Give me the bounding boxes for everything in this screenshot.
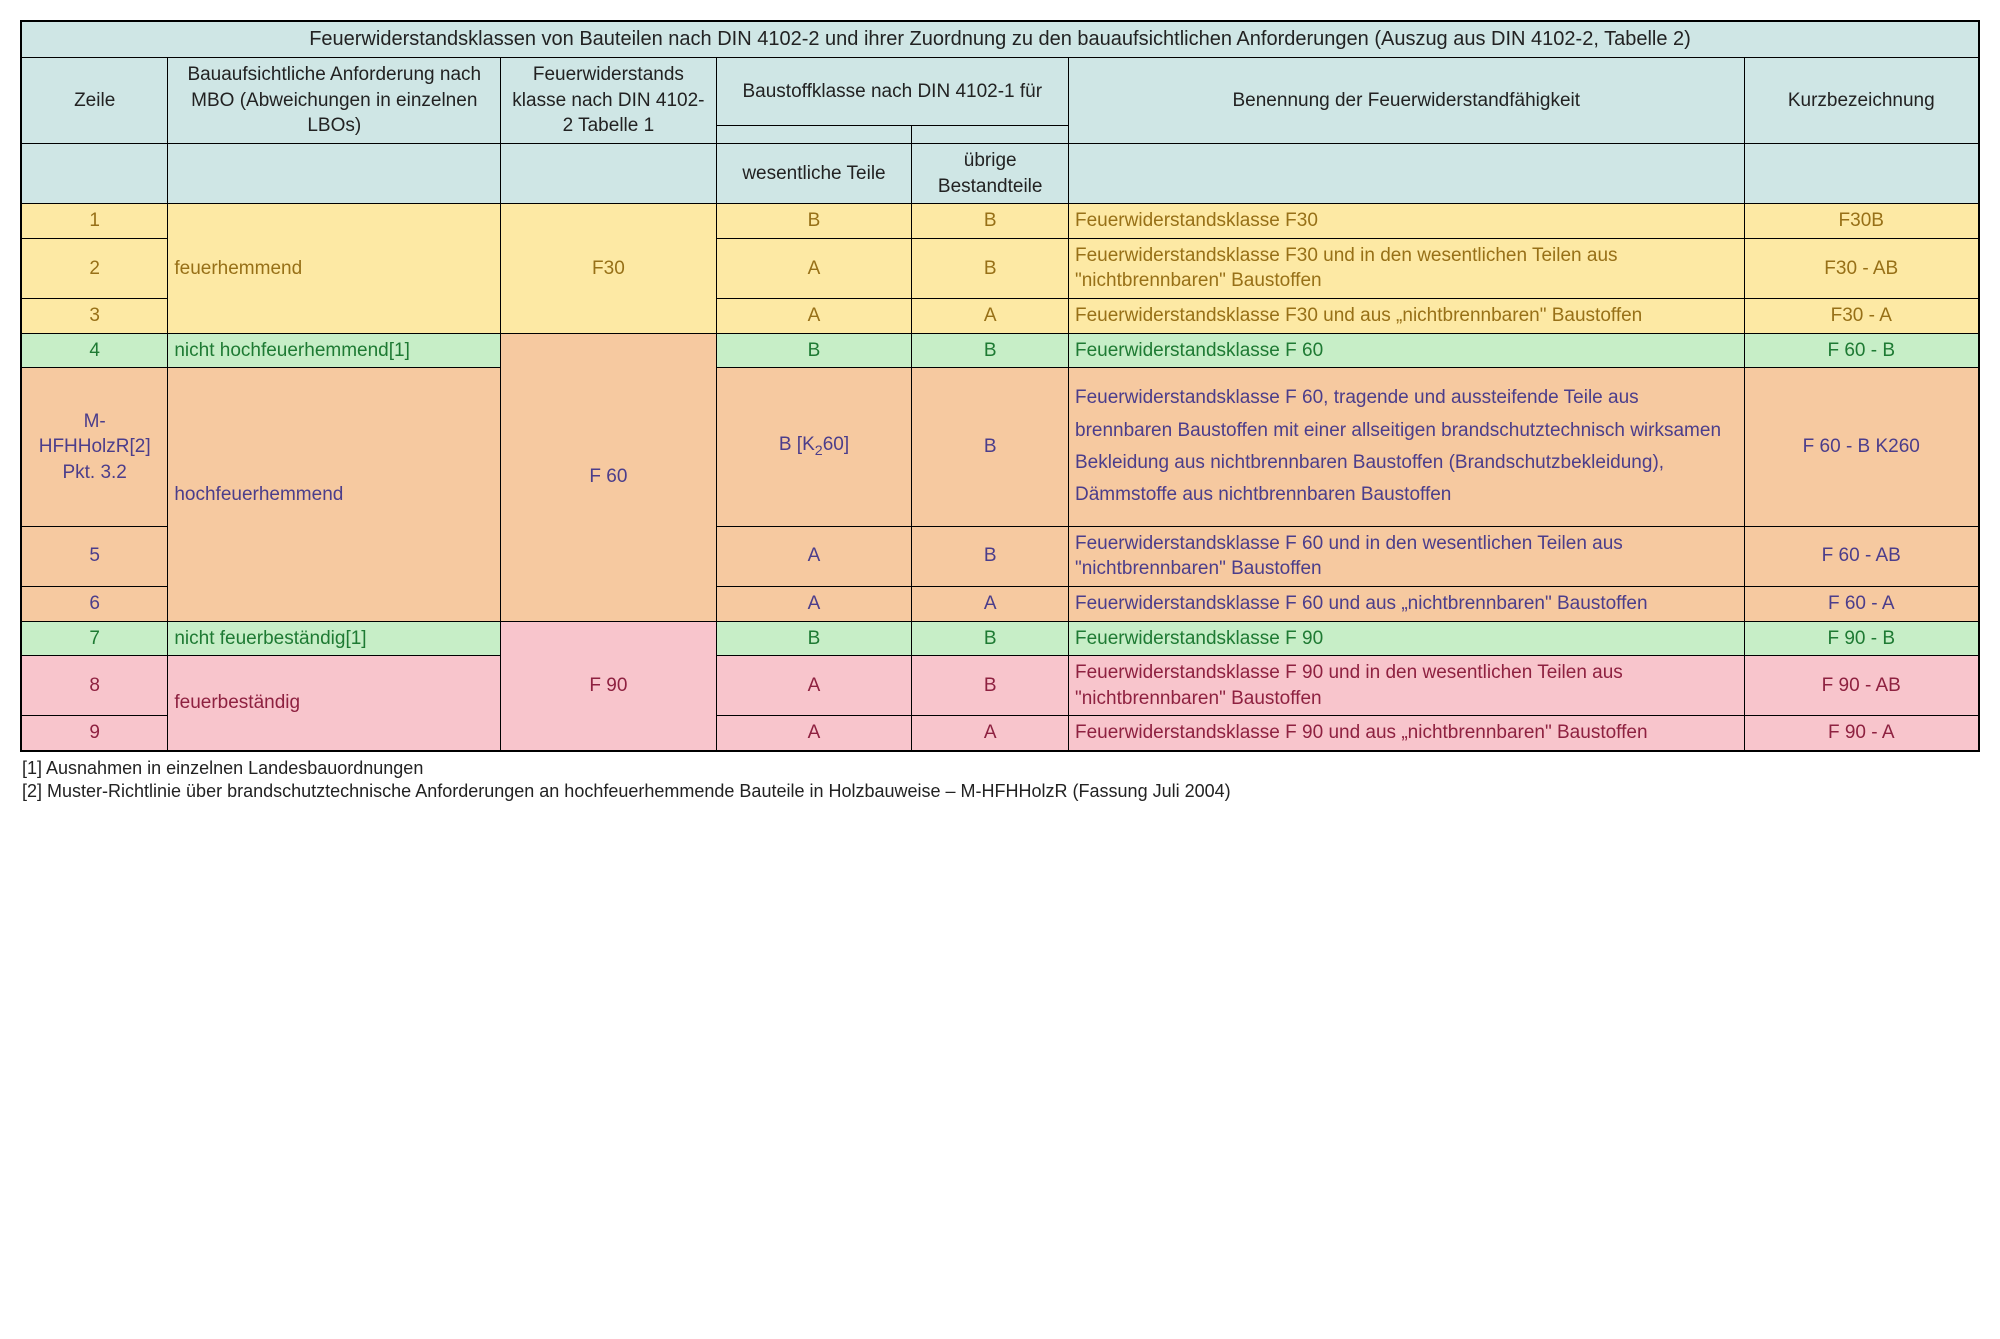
table-row: M-HFHHolzR[2] Pkt. 3.2 hochfeuerhemmend … bbox=[21, 368, 1979, 526]
col-uebrige-placeholder bbox=[912, 126, 1069, 144]
cell-ben: Feuerwiderstandsklasse F 60 bbox=[1069, 333, 1745, 368]
cell-u: A bbox=[912, 299, 1069, 334]
footnotes: [1] Ausnahmen in einzelnen Landesbauordn… bbox=[20, 758, 1980, 802]
cell-u: A bbox=[912, 586, 1069, 621]
cell-kurz: F30B bbox=[1744, 204, 1979, 239]
col-mbo-header: Bauaufsichtliche Anforderung nach MBO (A… bbox=[168, 58, 501, 144]
table-title: Feuerwiderstandsklassen von Bauteilen na… bbox=[21, 21, 1979, 58]
col-zeile-header: Zeile bbox=[21, 58, 168, 144]
cell-klasse-f90: F 90 bbox=[501, 621, 716, 751]
cell-w: B bbox=[716, 333, 912, 368]
col-benennung-header: Benennung der Feuerwiderstandfähigkeit bbox=[1069, 58, 1745, 144]
col-uebrige-header: übrige Bestandteile bbox=[912, 143, 1069, 203]
cell-ben: Feuerwiderstandsklasse F30 und in den we… bbox=[1069, 238, 1745, 298]
cell-w: A bbox=[716, 238, 912, 298]
cell-zeile: 2 bbox=[21, 238, 168, 298]
cell-w: A bbox=[716, 716, 912, 751]
cell-zeile: 7 bbox=[21, 621, 168, 656]
cell-w: A bbox=[716, 586, 912, 621]
cell-ben: Feuerwiderstandsklasse F 90 bbox=[1069, 621, 1745, 656]
cell-u: B bbox=[912, 368, 1069, 526]
cell-kurz: F 60 - A bbox=[1744, 586, 1979, 621]
cell-w: A bbox=[716, 526, 912, 586]
col-wesentliche-placeholder bbox=[716, 126, 912, 144]
cell-u: B bbox=[912, 238, 1069, 298]
cell-zeile: 6 bbox=[21, 586, 168, 621]
cell-zeile: 8 bbox=[21, 656, 168, 716]
cell-w: B bbox=[716, 204, 912, 239]
cell-w: A bbox=[716, 299, 912, 334]
table-row: 1 feuerhemmend F30 B B Feuerwiderstandsk… bbox=[21, 204, 1979, 239]
cell-w: A bbox=[716, 656, 912, 716]
cell-mbo-f90n: nicht feuerbeständig[1] bbox=[168, 621, 501, 656]
cell-kurz: F 90 - A bbox=[1744, 716, 1979, 751]
cell-mbo-f90: feuerbeständig bbox=[168, 656, 501, 751]
cell-zeile: 5 bbox=[21, 526, 168, 586]
table-row: 7 nicht feuerbeständig[1] F 90 B B Feuer… bbox=[21, 621, 1979, 656]
cell-ben: Feuerwiderstandsklasse F 60, tragende un… bbox=[1069, 368, 1745, 526]
cell-zeile: M-HFHHolzR[2] Pkt. 3.2 bbox=[21, 368, 168, 526]
fire-resistance-table: Feuerwiderstandsklassen von Bauteilen na… bbox=[20, 20, 1980, 752]
blank-3 bbox=[501, 143, 716, 203]
cell-u: B bbox=[912, 526, 1069, 586]
col-wesentliche-header: wesentliche Teile bbox=[716, 143, 912, 203]
cell-kurz: F 90 - B bbox=[1744, 621, 1979, 656]
cell-zeile: 9 bbox=[21, 716, 168, 751]
col-kurz-header: Kurzbezeichnung bbox=[1744, 58, 1979, 144]
cell-ben: Feuerwiderstandsklasse F30 bbox=[1069, 204, 1745, 239]
cell-klasse-f60: F 60 bbox=[501, 333, 716, 621]
header-row-1: Zeile Bauaufsichtliche Anforderung nach … bbox=[21, 58, 1979, 126]
cell-zeile: 3 bbox=[21, 299, 168, 334]
table-row: 4 nicht hochfeuerhemmend[1] F 60 B B Feu… bbox=[21, 333, 1979, 368]
blank-2 bbox=[168, 143, 501, 203]
cell-zeile: 1 bbox=[21, 204, 168, 239]
cell-u: B bbox=[912, 656, 1069, 716]
cell-kurz: F 60 - B bbox=[1744, 333, 1979, 368]
col-klasse-header: Feuerwiderstands klasse nach DIN 4102-2 … bbox=[501, 58, 716, 144]
cell-mbo-f30: feuerhemmend bbox=[168, 204, 501, 334]
cell-ben: Feuerwiderstandsklasse F 60 und aus „nic… bbox=[1069, 586, 1745, 621]
cell-ben: Feuerwiderstandsklasse F 90 und aus „nic… bbox=[1069, 716, 1745, 751]
blank-1 bbox=[21, 143, 168, 203]
table-row: 8 feuerbeständig A B Feuerwiderstandskla… bbox=[21, 656, 1979, 716]
blank-4 bbox=[1069, 143, 1745, 203]
cell-mbo-f60: hochfeuerhemmend bbox=[168, 368, 501, 621]
cell-mbo-f60n: nicht hochfeuerhemmend[1] bbox=[168, 333, 501, 368]
cell-kurz: F 60 - B K260 bbox=[1744, 368, 1979, 526]
cell-u: B bbox=[912, 204, 1069, 239]
blank-5 bbox=[1744, 143, 1979, 203]
cell-klasse-f30: F30 bbox=[501, 204, 716, 334]
col-baustoff-header: Baustoffklasse nach DIN 4102-1 für bbox=[716, 58, 1068, 126]
cell-ben: Feuerwiderstandsklasse F 60 und in den w… bbox=[1069, 526, 1745, 586]
footnote-2: [2] Muster-Richtlinie über brandschutzte… bbox=[22, 781, 1980, 802]
header-row-3: wesentliche Teile übrige Bestandteile bbox=[21, 143, 1979, 203]
table-title-row: Feuerwiderstandsklassen von Bauteilen na… bbox=[21, 21, 1979, 58]
cell-ben: Feuerwiderstandsklasse F30 und aus „nich… bbox=[1069, 299, 1745, 334]
cell-zeile: 4 bbox=[21, 333, 168, 368]
cell-w: B bbox=[716, 621, 912, 656]
cell-u: B bbox=[912, 333, 1069, 368]
cell-u: B bbox=[912, 621, 1069, 656]
footnote-1: [1] Ausnahmen in einzelnen Landesbauordn… bbox=[22, 758, 1980, 779]
cell-kurz: F30 - AB bbox=[1744, 238, 1979, 298]
cell-w: B [K260] bbox=[716, 368, 912, 526]
cell-kurz: F 90 - AB bbox=[1744, 656, 1979, 716]
cell-kurz: F 60 - AB bbox=[1744, 526, 1979, 586]
cell-kurz: F30 - A bbox=[1744, 299, 1979, 334]
cell-ben: Feuerwiderstandsklasse F 90 und in den w… bbox=[1069, 656, 1745, 716]
cell-u: A bbox=[912, 716, 1069, 751]
